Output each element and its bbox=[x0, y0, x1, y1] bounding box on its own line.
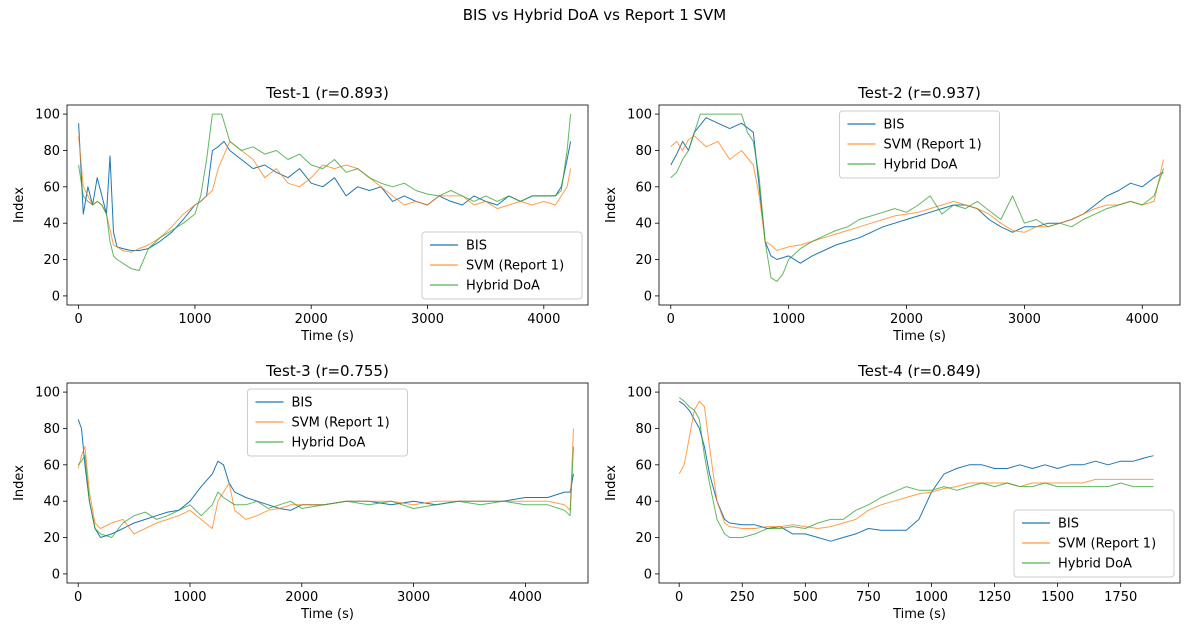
x-tick-label: 1750 bbox=[1104, 590, 1137, 605]
y-tick-label: 0 bbox=[644, 567, 652, 582]
x-tick-label: 3000 bbox=[411, 312, 444, 327]
x-axis-label: Time (s) bbox=[892, 607, 946, 622]
y-tick-label: 40 bbox=[43, 217, 60, 232]
x-tick-label: 4000 bbox=[509, 590, 542, 605]
series-line-bis bbox=[78, 123, 572, 251]
y-tick-label: 0 bbox=[52, 567, 60, 582]
x-tick-label: 4000 bbox=[527, 312, 560, 327]
subplot-title: Test-4 (r=0.849) bbox=[857, 362, 981, 380]
subplot-3: 0 1000 2000 3000 4000 0 20 40 60 80 100 Test-3 (r=0… bbox=[12, 362, 589, 622]
x-tick-label: 1250 bbox=[978, 590, 1011, 605]
series-line-svm-report-1 bbox=[670, 135, 1164, 251]
axes-frame bbox=[658, 382, 1181, 584]
y-tick-label: 80 bbox=[635, 422, 652, 437]
subplot-title: Test-2 (r=0.937) bbox=[857, 84, 981, 102]
y-tick-label: 100 bbox=[35, 386, 60, 401]
x-tick-label: 0 bbox=[667, 312, 675, 327]
x-tick-label: 0 bbox=[74, 312, 82, 327]
legend-entry: BIS bbox=[466, 239, 487, 254]
y-tick-label: 20 bbox=[43, 253, 60, 268]
legend-box bbox=[421, 231, 583, 300]
y-axis-label: Index bbox=[604, 465, 619, 501]
subplot-title: Test-1 (r=0.893) bbox=[265, 84, 389, 102]
x-tick-label: 1000 bbox=[178, 312, 211, 327]
x-tick-label: 1000 bbox=[173, 590, 206, 605]
legend-box bbox=[839, 110, 1000, 179]
legend-entry: Hybrid DoA bbox=[884, 158, 958, 173]
legend: BIS SVM (Report 1) Hybrid DoA bbox=[1013, 509, 1175, 578]
y-tick-label: 40 bbox=[635, 217, 652, 232]
series-line-svm-report-1 bbox=[678, 400, 1154, 529]
legend-entry: Hybrid DoA bbox=[466, 279, 540, 294]
y-tick-label: 0 bbox=[644, 289, 652, 304]
x-tick-label: 0 bbox=[74, 590, 82, 605]
y-tick-label: 60 bbox=[43, 458, 60, 473]
y-tick-label: 60 bbox=[635, 180, 652, 195]
subplot-2: 0 1000 2000 3000 4000 0 20 40 60 80 100 Test-2 (r=0… bbox=[604, 84, 1181, 344]
x-tick-label: 2000 bbox=[285, 590, 318, 605]
series-line-hybrid-doa bbox=[77, 446, 574, 538]
legend: BIS SVM (Report 1) Hybrid DoA bbox=[421, 231, 583, 300]
legend: BIS SVM (Report 1) Hybrid DoA bbox=[247, 388, 408, 457]
legend: BIS SVM (Report 1) Hybrid DoA bbox=[839, 110, 1000, 179]
legend-entry: SVM (Report 1) bbox=[292, 416, 390, 431]
y-tick-label: 40 bbox=[635, 495, 652, 510]
y-tick-label: 60 bbox=[635, 458, 652, 473]
x-tick-label: 250 bbox=[730, 590, 755, 605]
y-tick-label: 80 bbox=[43, 422, 60, 437]
legend-entry: BIS bbox=[292, 396, 313, 411]
x-tick-label: 750 bbox=[856, 590, 881, 605]
x-axis-label: Time (s) bbox=[300, 607, 354, 622]
series-line-hybrid-doa bbox=[78, 113, 572, 271]
legend-box bbox=[1013, 509, 1175, 578]
y-tick-label: 80 bbox=[635, 144, 652, 159]
series-line-svm-report-1 bbox=[77, 428, 574, 535]
x-tick-label: 2000 bbox=[295, 312, 328, 327]
x-tick-label: 1000 bbox=[915, 590, 948, 605]
axes-frame bbox=[66, 104, 589, 306]
y-tick-label: 60 bbox=[43, 180, 60, 195]
x-tick-label: 1500 bbox=[1041, 590, 1074, 605]
x-tick-label: 2000 bbox=[890, 312, 923, 327]
legend-entry: Hybrid DoA bbox=[1058, 557, 1132, 572]
y-tick-label: 100 bbox=[627, 386, 652, 401]
y-tick-label: 20 bbox=[635, 253, 652, 268]
axes-frame bbox=[66, 382, 589, 584]
y-axis-label: Index bbox=[12, 465, 27, 501]
x-tick-label: 0 bbox=[675, 590, 683, 605]
y-tick-label: 20 bbox=[635, 531, 652, 546]
y-tick-label: 80 bbox=[43, 144, 60, 159]
legend-entry: Hybrid DoA bbox=[292, 436, 366, 451]
x-tick-label: 4000 bbox=[1126, 312, 1159, 327]
y-axis-label: Index bbox=[12, 187, 27, 223]
y-tick-label: 40 bbox=[43, 495, 60, 510]
y-axis-label: Index bbox=[604, 187, 619, 223]
legend-entry: SVM (Report 1) bbox=[1058, 537, 1156, 552]
x-tick-label: 500 bbox=[793, 590, 818, 605]
subplot-4: 0 250 500 750 1000 1250 1500 1750 0 20 40 60 80 100 Te… bbox=[604, 362, 1181, 622]
y-tick-label: 20 bbox=[43, 531, 60, 546]
x-axis-label: Time (s) bbox=[300, 329, 354, 344]
x-tick-label: 1000 bbox=[772, 312, 805, 327]
legend-box bbox=[247, 388, 408, 457]
subplot-1: 0 1000 2000 3000 4000 0 20 40 60 80 100 Test-1 (r=0… bbox=[12, 84, 589, 344]
legend-entry: SVM (Report 1) bbox=[466, 259, 564, 274]
x-axis-label: Time (s) bbox=[892, 329, 946, 344]
y-tick-label: 100 bbox=[627, 108, 652, 123]
x-tick-label: 3000 bbox=[1008, 312, 1041, 327]
subplot-title: Test-3 (r=0.755) bbox=[265, 362, 389, 380]
y-tick-label: 100 bbox=[35, 108, 60, 123]
legend-entry: BIS bbox=[884, 118, 905, 133]
legend-entry: BIS bbox=[1058, 517, 1079, 532]
y-tick-label: 0 bbox=[52, 289, 60, 304]
series-line-hybrid-doa bbox=[670, 113, 1164, 282]
series-line-svm-report-1 bbox=[78, 135, 572, 253]
figure-title: BIS vs Hybrid DoA vs Report 1 SVM bbox=[462, 6, 727, 24]
x-tick-label: 3000 bbox=[397, 590, 430, 605]
legend-entry: SVM (Report 1) bbox=[884, 138, 982, 153]
axes-frame bbox=[658, 104, 1181, 306]
series-line-hybrid-doa bbox=[678, 397, 1154, 538]
